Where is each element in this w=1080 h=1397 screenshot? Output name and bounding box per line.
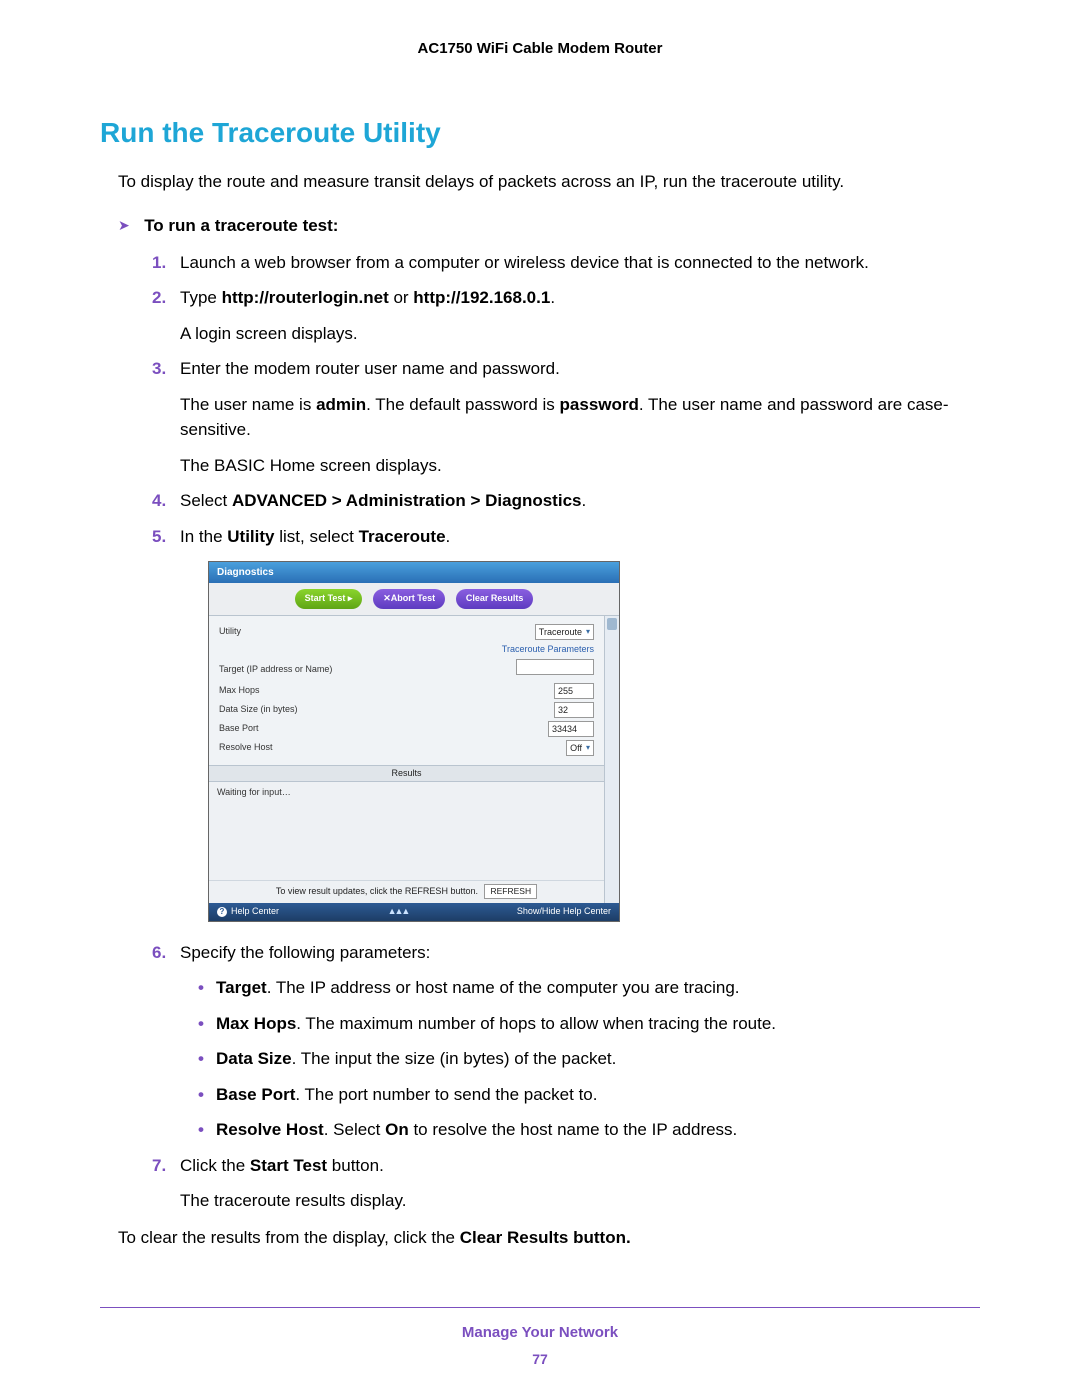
param-datasize: Data Size. The input the size (in bytes)… [198,1046,980,1072]
param-maxhops: Max Hops. The maximum number of hops to … [198,1011,980,1037]
param-resolve: Resolve Host. Select On to resolve the h… [198,1117,980,1143]
abort-test-button[interactable]: ✕Abort Test [373,589,445,609]
step-number: 2. [152,285,166,311]
screenshot-toolbar: Start Test ▸ ✕Abort Test Clear Results [209,583,619,616]
baseport-label: Base Port [219,722,548,736]
chevron-down-icon: ▾ [586,625,590,639]
step-7: 7. Click the Start Test button. The trac… [152,1153,980,1214]
param-baseport: Base Port. The port number to send the p… [198,1082,980,1108]
refresh-row: To view result updates, click the REFRES… [209,880,604,903]
maxhops-label: Max Hops [219,684,554,698]
step-6: 6. Specify the following parameters: Tar… [152,940,980,1143]
target-input[interactable] [516,659,594,675]
product-header: AC1750 WiFi Cable Modem Router [100,40,980,57]
step-sub-paragraph: The BASIC Home screen displays. [180,453,980,479]
screenshot-titlebar: Diagnostics [209,562,619,583]
step-text: Launch a web browser from a computer or … [180,253,869,272]
form-area: Utility Traceroute▾ Tracero [209,616,604,765]
clear-results-button[interactable]: Clear Results [456,589,534,609]
waiting-text: Waiting for input… [217,787,291,797]
step-number: 1. [152,250,166,276]
datasize-input[interactable]: 32 [554,702,594,718]
step-sub-paragraph: The traceroute results display. [180,1188,980,1214]
steps-list: 1. Launch a web browser from a computer … [152,250,980,1214]
step-text: Enter the modem router user name and pas… [180,359,560,378]
show-hide-help-link[interactable]: Show/Hide Help Center [517,905,611,919]
refresh-button[interactable]: REFRESH [484,884,537,899]
results-body: Waiting for input… [209,782,604,880]
baseport-input[interactable]: 33434 [548,721,594,737]
page-footer: Manage Your Network 77 [100,1307,980,1367]
step-text: Type http://routerlogin.net or http://19… [180,288,555,307]
step-number: 3. [152,356,166,382]
step-number: 6. [152,940,166,966]
carets-icon: ▲▲▲ [388,905,409,919]
start-test-button[interactable]: Start Test ▸ [295,589,363,609]
intro-paragraph: To display the route and measure transit… [118,171,980,194]
utility-select[interactable]: Traceroute▾ [535,624,594,640]
procedure-heading: ➤ To run a traceroute test: [118,216,980,236]
step-4: 4. Select ADVANCED > Administration > Di… [152,488,980,514]
chevron-down-icon: ▾ [586,741,590,755]
scrollbar[interactable] [604,616,619,903]
section-heading: Run the Traceroute Utility [100,117,980,149]
help-bar: ? Help Center ▲▲▲ Show/Hide Help Center [209,903,619,921]
resolve-select[interactable]: Off▾ [566,740,594,756]
help-center-label[interactable]: Help Center [231,905,279,919]
step-number: 7. [152,1153,166,1179]
param-target: Target. The IP address or host name of t… [198,975,980,1001]
step-text: Select ADVANCED > Administration > Diagn… [180,491,586,510]
step-number: 5. [152,524,166,550]
target-label: Target (IP address or Name) [219,663,516,677]
step-2: 2. Type http://routerlogin.net or http:/… [152,285,980,346]
manual-page: AC1750 WiFi Cable Modem Router Run the T… [0,0,1080,1397]
help-icon: ? [217,907,227,917]
step-sub-paragraph: A login screen displays. [180,321,980,347]
clear-results-paragraph: To clear the results from the display, c… [118,1228,980,1248]
resolve-label: Resolve Host [219,741,566,755]
footer-page-number: 77 [100,1351,980,1367]
step-5: 5. In the Utility list, select Tracerout… [152,524,980,922]
step-text: In the Utility list, select Traceroute. [180,527,450,546]
datasize-label: Data Size (in bytes) [219,703,554,717]
step-text: Specify the following parameters: [180,943,430,962]
step-text: Click the Start Test button. [180,1156,384,1175]
traceroute-parameters-link[interactable]: Traceroute Parameters [502,643,594,657]
procedure-label: To run a traceroute test: [144,216,338,235]
maxhops-input[interactable]: 255 [554,683,594,699]
step-number: 4. [152,488,166,514]
footer-section: Manage Your Network [100,1324,980,1341]
diagnostics-screenshot: Diagnostics Start Test ▸ ✕Abort Test Cle… [208,561,980,921]
step-sub-paragraph: The user name is admin. The default pass… [180,392,980,443]
step-3: 3. Enter the modem router user name and … [152,356,980,478]
parameter-list: Target. The IP address or host name of t… [198,975,980,1143]
step-1: 1. Launch a web browser from a computer … [152,250,980,276]
results-header: Results [209,765,604,783]
utility-label: Utility [219,625,535,639]
arrow-icon: ➤ [118,217,130,234]
